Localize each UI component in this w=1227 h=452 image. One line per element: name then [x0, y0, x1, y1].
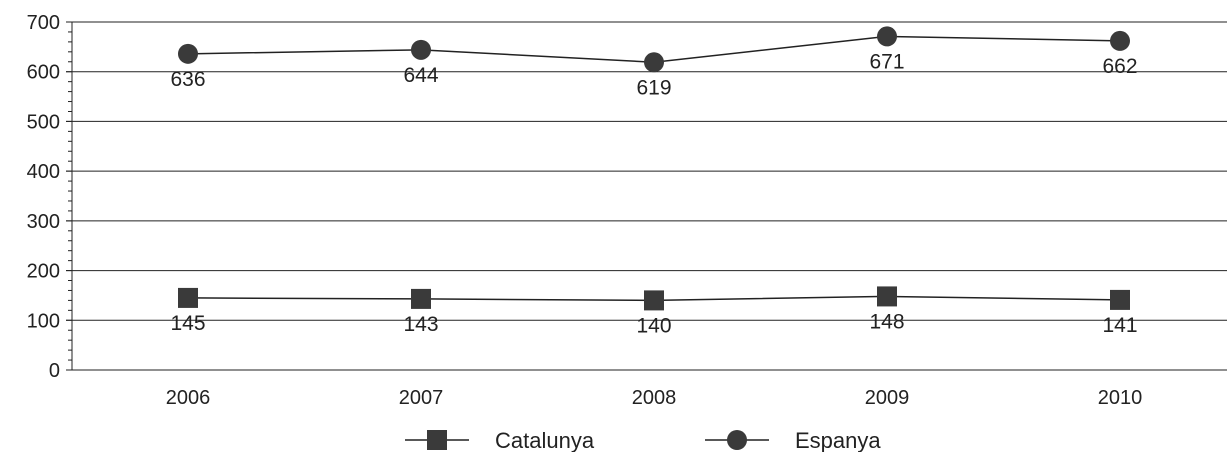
legend: Catalunya Espanya	[405, 428, 881, 452]
data-point-espanya	[178, 43, 198, 64]
data-label: 141	[1102, 314, 1137, 337]
data-point-catalunya	[411, 288, 431, 309]
data-point-espanya	[411, 39, 431, 60]
x-axis-ticks: 2006 2007 2008 2009 2010	[166, 387, 1143, 409]
grid-lines	[66, 21, 1227, 321]
x-tick-label: 2008	[632, 387, 677, 409]
data-point-catalunya	[178, 287, 198, 308]
y-axis-ticks: 0 100 200 300 400 500 600 700	[27, 12, 60, 382]
data-label: 619	[636, 76, 671, 99]
data-label: 145	[170, 312, 205, 335]
x-tick-label: 2010	[1098, 387, 1143, 409]
data-point-espanya	[1110, 30, 1130, 51]
data-point-catalunya	[1110, 289, 1130, 310]
x-tick-label: 2006	[166, 387, 211, 409]
series-catalunya: 145 143 140 148 141	[170, 286, 1138, 337]
data-label: 671	[869, 50, 904, 73]
y-tick-label: 500	[27, 111, 60, 133]
axes	[66, 21, 1227, 371]
data-label: 140	[636, 314, 671, 337]
legend-circle-marker	[727, 430, 747, 450]
y-tick-label: 600	[27, 62, 60, 84]
y-tick-label: 0	[49, 360, 60, 382]
data-label: 644	[403, 64, 438, 87]
data-label: 143	[403, 313, 438, 336]
data-point-catalunya	[644, 290, 664, 311]
y-tick-label: 400	[27, 161, 60, 183]
data-label: 662	[1102, 55, 1137, 78]
y-tick-label: 300	[27, 211, 60, 233]
data-point-espanya	[644, 52, 664, 73]
data-label: 148	[869, 310, 904, 333]
legend-item-espanya: Espanya	[705, 428, 881, 452]
y-tick-label: 100	[27, 310, 60, 332]
legend-label: Catalunya	[495, 428, 595, 452]
x-tick-label: 2009	[865, 387, 910, 409]
legend-label: Espanya	[795, 428, 881, 452]
data-point-catalunya	[877, 286, 897, 307]
y-tick-label: 200	[27, 261, 60, 283]
series-layer: 145 143 140 148 141 636 644 619 671 662	[170, 26, 1138, 337]
y-tick-label: 700	[27, 12, 60, 34]
legend-item-catalunya: Catalunya	[405, 428, 595, 452]
series-espanya: 636 644 619 671 662	[170, 26, 1138, 99]
x-tick-label: 2007	[399, 387, 444, 409]
legend-square-marker	[427, 430, 447, 450]
data-point-espanya	[877, 26, 897, 47]
data-label: 636	[170, 68, 205, 91]
